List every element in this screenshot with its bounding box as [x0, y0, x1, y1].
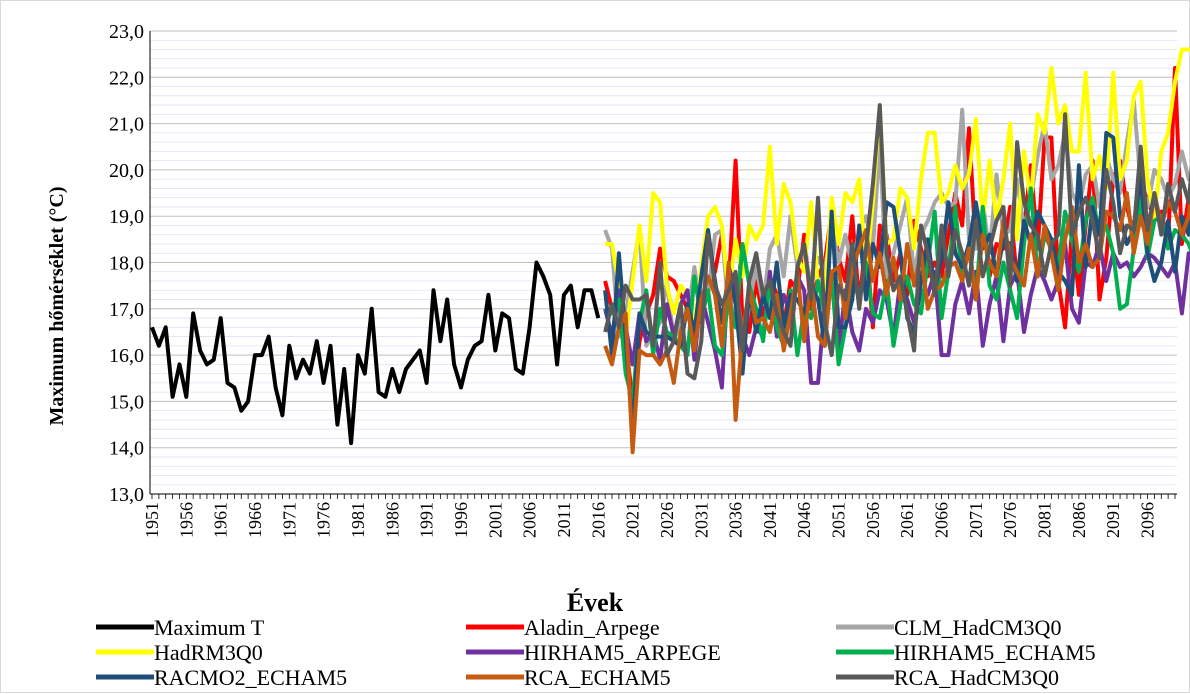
x-tick-label: 2096 [1138, 502, 1158, 538]
x-tick-label: 2051 [829, 502, 849, 538]
x-tick-label: 1996 [451, 502, 471, 538]
x-tick-label: 2091 [1103, 502, 1123, 538]
axes [149, 31, 1177, 499]
y-tick-label: 16,0 [109, 345, 144, 367]
x-tick-label: 1986 [382, 502, 402, 538]
x-tick-label: 2061 [897, 502, 917, 538]
x-tick-label: 2081 [1035, 502, 1055, 538]
legend-entry-label: RCA_HadCM3Q0 [894, 665, 1059, 690]
legend-entry-label: RCA_ECHAM5 [524, 665, 671, 690]
y-tick-label: 23,0 [109, 21, 144, 43]
legend-entry-label: HadRM3Q0 [154, 640, 263, 665]
x-tick-label: 2006 [520, 502, 540, 538]
x-tick-label: 2046 [794, 502, 814, 538]
y-tick-label: 13,0 [109, 484, 144, 506]
x-tick-label: 2011 [554, 502, 574, 537]
legend-entry-label: RACMO2_ECHAM5 [154, 665, 347, 690]
x-tick-label: 2071 [966, 502, 986, 538]
x-tick-label: 2016 [588, 502, 608, 538]
x-tick-label: 1991 [417, 502, 437, 538]
x-tick-label: 2066 [932, 502, 952, 538]
x-tick-label: 1951 [142, 502, 162, 538]
x-tick-label: 2021 [623, 502, 643, 538]
y-tick-label: 21,0 [109, 114, 144, 136]
x-tick-label: 2031 [691, 502, 711, 538]
x-tick-label: 2001 [485, 502, 505, 538]
y-tick-label: 17,0 [109, 299, 144, 321]
x-tick-labels: 1951 1956 1961 1966 1971 1976 1981 1986 1991 1996… [142, 502, 1158, 538]
legend-entry-label: HIRHAM5_ARPEGE [524, 640, 721, 665]
x-tick-label: 2041 [760, 502, 780, 538]
legend-entry-label: HIRHAM5_ECHAM5 [894, 640, 1096, 665]
legend: Maximum T Aladin_Arpege CLM_HadCM3Q0 HadRM3… [96, 615, 1096, 690]
y-axis-title: Maximum hőmérséklet (°C) [46, 186, 68, 425]
y-tick-label: 19,0 [109, 206, 144, 228]
y-tick-label: 18,0 [109, 253, 144, 275]
legend-entry-label: CLM_HadCM3Q0 [894, 615, 1061, 640]
x-axis-title: Évek [567, 588, 624, 617]
x-tick-label: 2086 [1069, 502, 1089, 538]
legend-entry-label: Maximum T [154, 615, 265, 640]
x-tick-label: 2076 [1000, 502, 1020, 538]
x-tick-label: 1981 [348, 502, 368, 538]
x-tick-label: 1966 [245, 502, 265, 538]
x-tick-label: 1956 [176, 502, 196, 538]
x-tick-label: 2036 [726, 502, 746, 538]
legend-entry-label: Aladin_Arpege [524, 615, 660, 640]
y-tick-label: 20,0 [109, 160, 144, 182]
x-tick-label: 1971 [279, 502, 299, 538]
y-tick-labels: 13,0 14,0 15,0 16,0 17,0 18,0 19,0 20,0 21,0 22,0… [109, 21, 144, 506]
x-tick-label: 2026 [657, 502, 677, 538]
y-tick-label: 22,0 [109, 67, 144, 89]
x-tick-label: 1976 [314, 502, 334, 538]
y-tick-label: 14,0 [109, 438, 144, 460]
x-tick-label: 1961 [211, 502, 231, 538]
series-lines [150, 47, 1190, 455]
series-line-maximum-t [150, 260, 601, 446]
x-tick-label: 2056 [863, 502, 883, 538]
y-tick-label: 15,0 [109, 391, 144, 413]
series-line-rca-hadcm3q0 [603, 103, 1190, 381]
